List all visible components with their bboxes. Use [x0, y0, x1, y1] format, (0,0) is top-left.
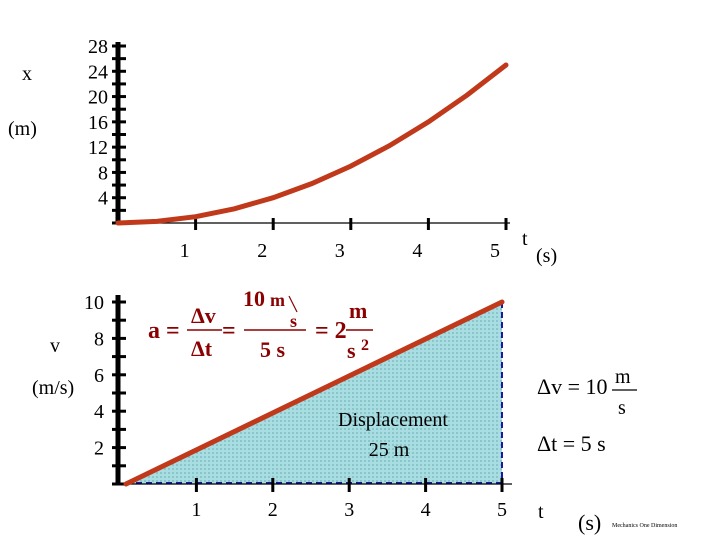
equation-num-dv: Δv [191, 303, 216, 328]
acceleration-equation: a = Δv Δt = 10 m s 5 s = 2 m s 2 [148, 286, 373, 363]
position-x-axis-unit: (s) [536, 245, 557, 267]
displacement-label: Displacement [338, 409, 448, 431]
velocity-y-tick-label: 2 [94, 438, 104, 460]
velocity-x-tick-label: 5 [497, 499, 507, 521]
position-y-tick-label: 8 [98, 162, 108, 184]
equation-den-value: 5 s [260, 337, 286, 362]
equation-lhs: a [148, 318, 160, 344]
position-y-tick-label: 12 [88, 137, 108, 159]
velocity-x-tick-label: 1 [191, 499, 201, 521]
position-x-tick-label: 3 [335, 240, 345, 262]
position-x-tick-label: 2 [257, 240, 267, 262]
velocity-axis-unit: (m/s) [32, 377, 74, 399]
velocity-y-tick-label: 4 [94, 401, 104, 423]
equation-num-value: 10 [243, 286, 265, 311]
velocity-x-axis-label: t [538, 501, 544, 523]
equation-unit-top: m [349, 298, 367, 323]
velocity-axis-label: v [50, 335, 60, 357]
velocity-y-tick-label: 8 [94, 328, 104, 350]
velocity-x-tick-label: 3 [344, 499, 354, 521]
equation-equals-3: = 2 [315, 318, 347, 344]
delta-t-label: Δt = 5 s [537, 431, 606, 456]
equation-num-unit-bot: s [290, 311, 297, 331]
position-x-tick-label: 1 [180, 240, 190, 262]
velocity-y-ticks: 2 4 6 8 10 [84, 292, 126, 486]
velocity-y-tick-label: 6 [94, 365, 104, 387]
position-y-tick-label: 20 [88, 87, 108, 109]
position-y-tick-label: 16 [88, 112, 108, 134]
velocity-x-axis-unit: (s) [578, 510, 601, 535]
side-notes: Δv = 10 m s Δt = 5 s [537, 366, 637, 456]
position-x-ticks: 1 2 3 4 5 [180, 218, 508, 262]
equation-unit-exp: 2 [361, 337, 369, 354]
position-y-tick-label: 28 [88, 36, 108, 58]
position-x-axis-label: t [522, 228, 528, 250]
position-curve [115, 62, 509, 226]
equation-num-unit-top: m [270, 290, 285, 310]
position-y-tick-label: 4 [98, 188, 108, 210]
displacement-value: 25 m [369, 439, 410, 461]
equation-unit-bot: s [347, 338, 356, 363]
footer-caption: Mechanics One Dimension [612, 523, 677, 529]
position-x-tick-label: 5 [490, 240, 500, 262]
position-x-tick-label: 4 [412, 240, 422, 262]
equation-equals-2: = [222, 318, 236, 344]
velocity-x-tick-label: 4 [421, 499, 431, 521]
velocity-x-tick-label: 2 [268, 499, 278, 521]
equation-unit-slash [288, 295, 298, 313]
delta-v-unit-top: m [615, 366, 631, 388]
position-axis-label: x [22, 63, 32, 85]
velocity-x-ticks: 1 2 3 4 5 [191, 478, 507, 521]
equation-den-dt: Δt [191, 336, 213, 361]
velocity-line [123, 299, 505, 487]
delta-v-label: Δv = 10 [537, 374, 608, 399]
equation-equals-1: = [166, 318, 180, 344]
position-y-tick-label: 24 [88, 61, 108, 83]
position-axis-unit: (m) [8, 118, 37, 140]
delta-v-unit-bot: s [618, 397, 626, 419]
velocity-y-tick-label: 10 [84, 292, 104, 314]
